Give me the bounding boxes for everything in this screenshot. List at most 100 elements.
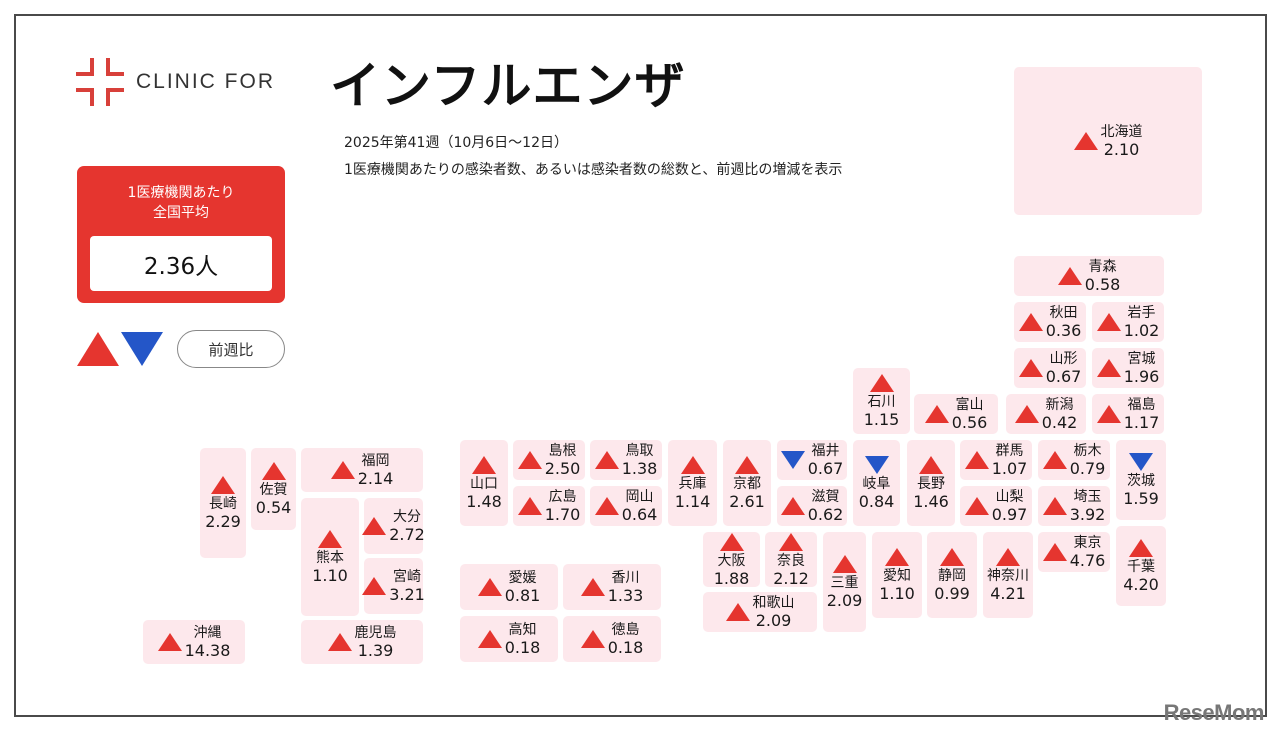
triangle-up-icon: [77, 332, 119, 366]
prefecture-name: 石川: [867, 394, 896, 410]
prefecture-tile: 京都 2.61: [723, 440, 771, 526]
prefecture-value: 1.96: [1123, 367, 1160, 386]
trend-up-icon: [735, 456, 759, 474]
prefecture-value: 0.58: [1084, 275, 1121, 294]
prefecture-tile: 山梨 0.97: [960, 486, 1032, 526]
prefecture-tile: 新潟 0.42: [1006, 394, 1086, 434]
prefecture-name: 広島: [548, 489, 577, 505]
prefecture-tile: 福島 1.17: [1092, 394, 1164, 434]
trend-up-icon: [517, 497, 542, 515]
prefecture-value: 0.84: [858, 492, 895, 511]
prefecture-value: 0.64: [621, 505, 658, 524]
prefecture-value: 4.76: [1069, 551, 1106, 570]
prefecture-tile: 埼玉 3.92: [1038, 486, 1110, 526]
trend-up-icon: [594, 451, 619, 469]
prefecture-value: 0.42: [1041, 413, 1078, 432]
prefecture-value: 0.56: [951, 413, 988, 432]
prefecture-tile: 宮崎 3.21: [362, 558, 425, 614]
prefecture-value: 2.12: [773, 568, 809, 588]
prefecture-tile: 富山 0.56: [914, 394, 998, 434]
prefecture-value: 1.38: [621, 459, 658, 478]
prefecture-value: 0.18: [504, 638, 541, 657]
prefecture-name: 香川: [611, 570, 640, 586]
prefecture-name: 鳥取: [625, 443, 654, 459]
prefecture-name: 和歌山: [752, 595, 795, 611]
prefecture-value: 0.62: [807, 505, 844, 524]
trend-up-icon: [1073, 132, 1098, 150]
prefecture-name: 神奈川: [987, 568, 1029, 584]
prefecture-value: 2.29: [205, 512, 241, 531]
trend-up-icon: [1042, 543, 1067, 561]
prefecture-value: 1.10: [879, 584, 915, 603]
triangle-down-icon: [121, 332, 163, 366]
prefecture-tile: 青森 0.58: [1014, 256, 1164, 296]
prefecture-name: 奈良: [777, 552, 805, 569]
trend-up-icon: [327, 633, 352, 651]
prefecture-tile: 和歌山 2.09: [703, 592, 817, 632]
prefecture-value: 2.72: [389, 525, 425, 544]
prefecture-name: 山口: [470, 476, 498, 492]
trend-up-icon: [580, 578, 605, 596]
prefecture-name: 静岡: [938, 568, 966, 584]
prefecture-tile: 高知 0.18: [460, 616, 558, 662]
prefecture-value: 1.46: [913, 492, 949, 511]
prefecture-name: 三重: [830, 575, 859, 591]
prefecture-name: 兵庫: [678, 476, 707, 492]
prefecture-name: 高知: [508, 622, 537, 638]
prefecture-tile: 福岡 2.14: [301, 448, 423, 492]
prefecture-tile: 滋賀 0.62: [777, 486, 847, 526]
prefecture-tile: 岐阜 0.84: [853, 440, 900, 526]
prefecture-value: 0.67: [807, 459, 844, 478]
prefecture-tile: 静岡 0.99: [927, 532, 977, 618]
prefecture-tile: 宮城 1.96: [1092, 348, 1164, 388]
trend-up-icon: [1096, 313, 1121, 331]
prefecture-value: 1.88: [713, 568, 750, 588]
prefecture-tile: 徳島 0.18: [563, 616, 661, 662]
prefecture-tile: 秋田 0.36: [1014, 302, 1086, 342]
prefecture-name: 北海道: [1100, 124, 1143, 140]
trend-up-icon: [919, 456, 943, 474]
trend-up-icon: [580, 630, 605, 648]
trend-up-icon: [211, 476, 235, 494]
prefecture-value: 4.20: [1123, 575, 1159, 594]
prefecture-name: 茨城: [1127, 473, 1155, 489]
description: 1医療機関あたりの感染者数、あるいは感染者数の総数と、前週比の増減を表示: [344, 162, 843, 178]
prefecture-tile: 山口 1.48: [460, 440, 508, 526]
resemom-watermark: ReseMom: [1163, 700, 1265, 725]
prefecture-value: 0.54: [255, 498, 292, 517]
prefecture-value: 3.92: [1069, 505, 1106, 524]
trend-up-icon: [885, 548, 909, 566]
prefecture-value: 1.48: [466, 492, 502, 511]
prefecture-name: 長野: [917, 476, 945, 492]
prefecture-value: 2.10: [1103, 140, 1140, 159]
prefecture-name: 秋田: [1049, 305, 1078, 321]
prefecture-tile: 島根 2.50: [513, 440, 585, 480]
prefecture-tile: 兵庫 1.14: [668, 440, 717, 526]
trend-up-icon: [832, 555, 857, 573]
prefecture-name: 福井: [811, 443, 840, 459]
prefecture-name: 千葉: [1127, 559, 1155, 575]
prefecture-name: 青森: [1088, 259, 1117, 275]
prefecture-value: 14.38: [184, 641, 231, 660]
trend-up-icon: [261, 462, 286, 480]
trend-up-icon: [1096, 359, 1121, 377]
prefecture-tile: 長野 1.46: [907, 440, 955, 526]
trend-up-icon: [725, 603, 750, 621]
trend-down-icon: [1129, 453, 1153, 471]
prefecture-tile: 奈良 2.12: [765, 532, 817, 587]
prefecture-value: 1.02: [1123, 321, 1160, 340]
trend-up-icon: [517, 451, 542, 469]
prefecture-value: 2.50: [544, 459, 581, 478]
trend-up-icon: [330, 461, 355, 479]
average-value: 2.36人: [90, 236, 272, 291]
trend-up-icon: [1129, 539, 1153, 557]
prefecture-value: 1.70: [544, 505, 581, 524]
prefecture-value: 0.79: [1069, 459, 1106, 478]
trend-down-icon: [780, 451, 805, 469]
prefecture-tile: 大分 2.72: [362, 498, 425, 554]
prefecture-name: 鹿児島: [354, 625, 397, 641]
week-over-week-label: 前週比: [177, 330, 285, 368]
prefecture-name: 長崎: [209, 496, 237, 512]
trend-up-icon: [719, 532, 744, 551]
prefecture-tile: 北海道 2.10: [1014, 67, 1202, 215]
